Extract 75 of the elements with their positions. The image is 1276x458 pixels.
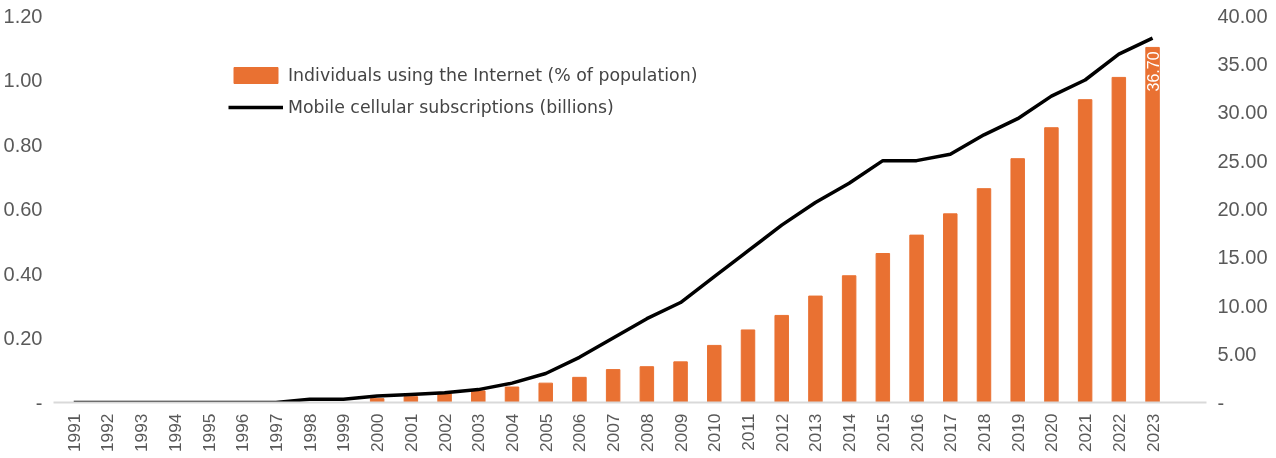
bar	[605, 369, 621, 403]
y-tick-label: 1.20	[3, 4, 43, 27]
x-tick-label: 2001	[400, 413, 421, 453]
y2-tick-label: 5.00	[1217, 343, 1257, 366]
x-tick-label: 1999	[333, 413, 354, 453]
x-tick-label: 1994	[164, 413, 185, 453]
legend-label: Mobile cellular subscriptions (billions)	[288, 97, 614, 117]
bar	[1077, 99, 1093, 403]
y2-tick-label: 10.00	[1217, 294, 1268, 317]
bar	[538, 382, 553, 403]
y2-tick-label: 20.00	[1217, 198, 1268, 220]
x-tick-label: 2008	[636, 413, 657, 453]
x-tick-label: 2013	[805, 413, 826, 453]
x-tick-label: 1993	[131, 413, 152, 453]
bar	[572, 376, 587, 403]
bar	[808, 295, 823, 403]
bar	[875, 253, 891, 403]
bar	[639, 366, 655, 403]
x-tick-label: 2017	[940, 413, 961, 453]
y-tick-label: -	[35, 391, 43, 414]
x-tick-label: 2000	[367, 413, 388, 453]
y2-tick-label: 25.00	[1217, 149, 1268, 172]
bar	[841, 275, 857, 403]
x-tick-label: 2020	[1041, 413, 1062, 453]
x-tick-label: 2004	[502, 413, 522, 453]
x-tick-label: 2019	[1007, 413, 1028, 453]
x-tick-label: 2003	[468, 413, 489, 453]
bar	[1111, 76, 1127, 403]
x-tick-label: 2018	[973, 413, 994, 453]
x-tick-label: 2006	[569, 413, 590, 453]
bar	[909, 234, 924, 403]
x-tick-label: 2010	[704, 413, 725, 453]
legend-label: Individuals using the Internet (% of population)	[288, 65, 698, 85]
bar	[1010, 158, 1025, 403]
bar	[707, 344, 722, 403]
y-tick-label: 0.40	[3, 262, 43, 285]
x-tick-label: 2021	[1075, 413, 1096, 453]
x-tick-label: 2005	[535, 413, 556, 453]
x-tick-label: 1995	[198, 413, 219, 453]
x-tick-label: 1996	[232, 413, 253, 453]
y-tick-label: 0.20	[3, 327, 43, 349]
x-tick-label: 2015	[872, 413, 893, 453]
bar	[1044, 127, 1059, 403]
bar	[504, 386, 520, 403]
bar	[673, 361, 688, 403]
x-tick-label: 2009	[670, 413, 691, 453]
x-tick-label: 1991	[63, 413, 84, 453]
x-tick-label: 2011	[738, 413, 758, 451]
bar	[369, 398, 385, 403]
x-tick-label: 2007	[603, 413, 624, 453]
y-tick-label: 0.60	[3, 198, 43, 220]
bar	[943, 213, 958, 403]
x-tick-label: 2012	[771, 413, 792, 453]
x-tick-label: 2023	[1142, 413, 1163, 453]
x-tick-label: 1992	[97, 413, 118, 453]
y-tick-label: 1.00	[3, 69, 43, 91]
x-tick-label: 2014	[839, 413, 860, 453]
y-tick-label: 0.80	[3, 133, 43, 156]
bar	[774, 314, 789, 403]
x-tick-label: 1997	[266, 413, 287, 453]
bar	[403, 396, 419, 403]
bar	[976, 188, 992, 403]
y2-tick-label: 30.00	[1217, 101, 1268, 124]
y2-tick-label: -	[1217, 391, 1225, 414]
y2-tick-label: 35.00	[1217, 52, 1268, 75]
x-tick-label: 1998	[299, 413, 320, 453]
x-tick-label: 2002	[434, 413, 455, 453]
x-tick-label: 2016	[906, 413, 927, 453]
x-tick-label: 2022	[1108, 413, 1129, 453]
bar	[740, 329, 756, 403]
y2-tick-label: 15.00	[1217, 246, 1268, 269]
data-label: 36.70	[1144, 51, 1162, 92]
bar	[1145, 46, 1160, 403]
bar	[471, 390, 486, 403]
y2-tick-label: 40.00	[1217, 4, 1268, 27]
